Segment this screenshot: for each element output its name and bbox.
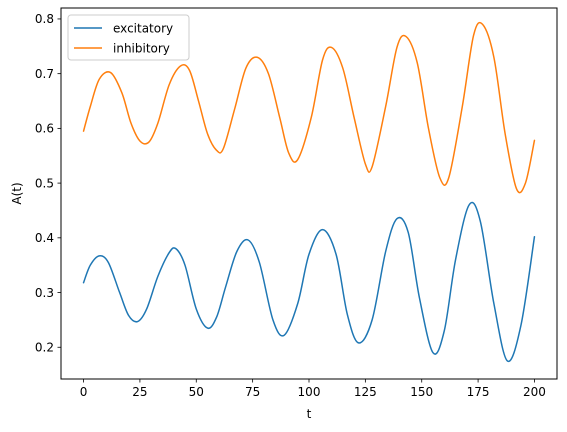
- x-tick-label: 175: [467, 385, 490, 399]
- series-line-excitatory: [82, 201, 536, 363]
- x-tick-label: 75: [245, 385, 260, 399]
- plot-area: [82, 21, 536, 363]
- x-tick-label: 200: [523, 385, 546, 399]
- x-tick-label: 50: [189, 385, 204, 399]
- x-tick-label: 100: [298, 385, 321, 399]
- legend-label-inhibitory: inhibitory: [113, 41, 170, 55]
- y-tick-label: 0.4: [35, 231, 54, 245]
- x-tick-label: 0: [80, 385, 88, 399]
- y-tick-label: 0.8: [35, 12, 54, 26]
- x-tick-label: 25: [132, 385, 147, 399]
- y-tick-label: 0.7: [35, 67, 54, 81]
- y-tick-label: 0.6: [35, 122, 54, 136]
- series-line-inhibitory: [82, 21, 536, 194]
- legend: excitatory inhibitory: [67, 14, 190, 61]
- y-tick-label: 0.2: [35, 341, 54, 355]
- y-axis: 0.2 0.3 0.4 0.5 0.6 0.7 0.8: [35, 12, 61, 355]
- y-tick-label: 0.5: [35, 176, 54, 190]
- x-tick-label: 150: [410, 385, 433, 399]
- y-tick-label: 0.3: [35, 286, 54, 300]
- x-axis: 0 25 50 75 100 125 150 175 200: [80, 379, 546, 399]
- x-tick-label: 125: [354, 385, 377, 399]
- x-axis-label: t: [307, 407, 312, 421]
- y-axis-label: A(t): [10, 182, 24, 204]
- legend-label-excitatory: excitatory: [113, 21, 173, 35]
